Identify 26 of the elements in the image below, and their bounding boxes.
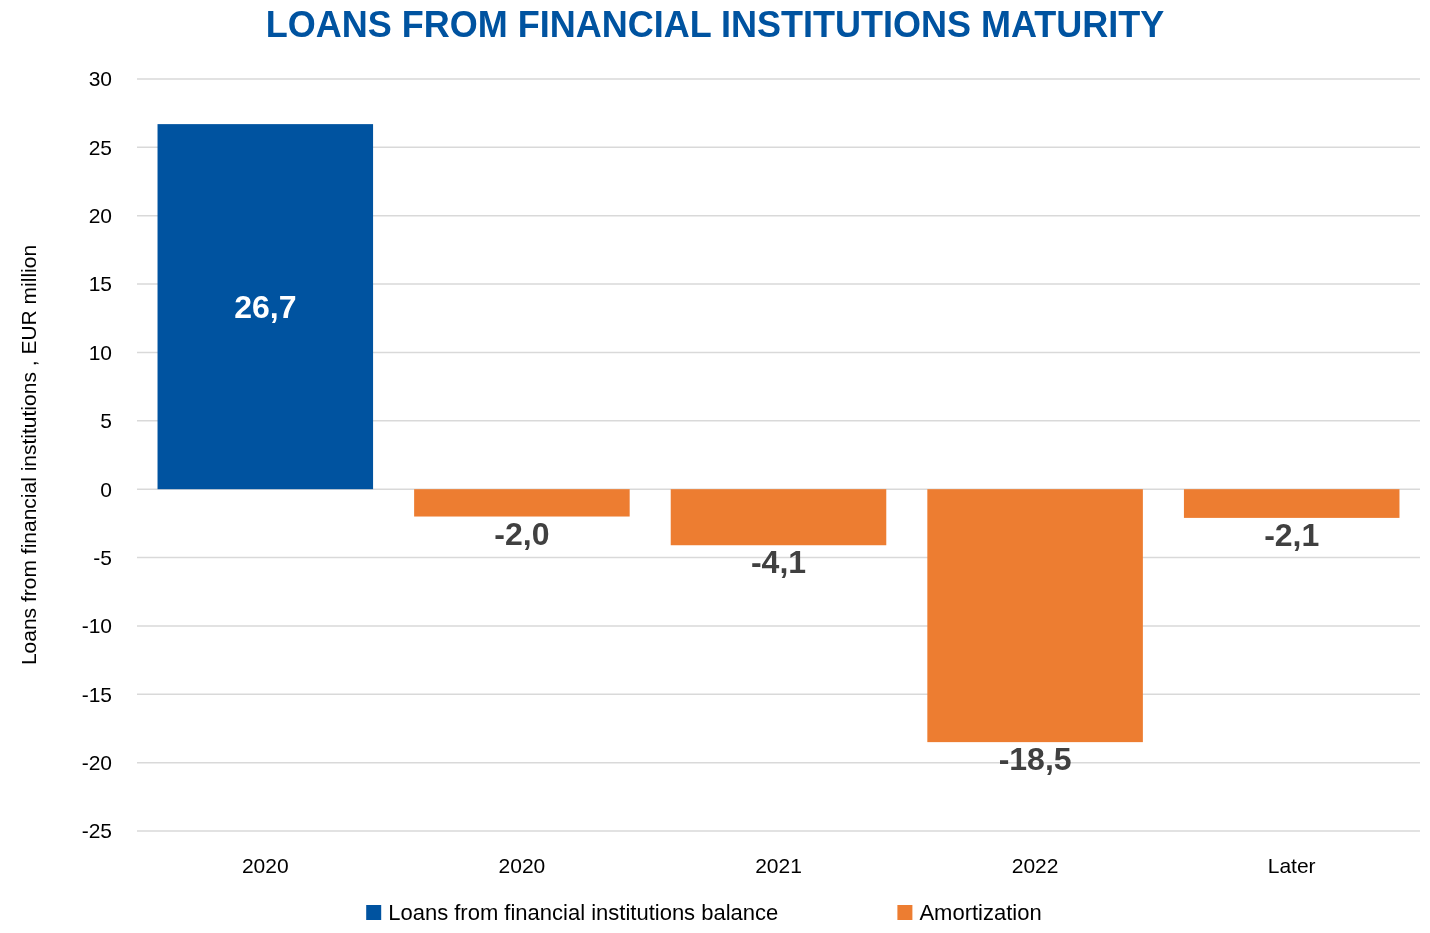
data-label: -4,1 (750, 544, 807, 581)
x-tick-label: Later (1267, 854, 1316, 877)
y-axis-title: Loans from financial institutions , EUR million (17, 244, 40, 666)
y-tick-label: 10 (88, 340, 112, 364)
y-tick-label: -25 (81, 819, 112, 843)
y-tick-label: -15 (81, 682, 112, 706)
legend-label: Amortization (919, 900, 1042, 925)
data-label: -18,5 (998, 741, 1072, 778)
data-label: 26,7 (234, 288, 297, 325)
x-tick-label: 2020 (241, 854, 289, 877)
y-tick-label: 5 (100, 409, 112, 433)
data-label: -2,0 (494, 515, 550, 552)
y-tick-label: -20 (81, 750, 112, 774)
y-tick-label: 30 (88, 67, 112, 91)
y-tick-label: 25 (88, 135, 112, 159)
x-tick-label: 2021 (755, 854, 802, 877)
y-tick-label: 20 (88, 204, 112, 228)
x-tick-label: 2022 (1011, 854, 1059, 877)
chart-title: LOANS FROM FINANCIAL INSTITUTIONS MATURITY (265, 4, 1165, 45)
y-tick-label: 0 (100, 477, 112, 501)
legend-label: Loans from financial institutions balance (388, 900, 779, 925)
y-tick-label: -10 (81, 614, 112, 638)
y-tick-label: 15 (88, 272, 112, 296)
y-tick-label: -5 (93, 545, 112, 569)
data-label: -2,1 (1264, 516, 1320, 553)
x-tick-label: 2020 (498, 854, 546, 877)
